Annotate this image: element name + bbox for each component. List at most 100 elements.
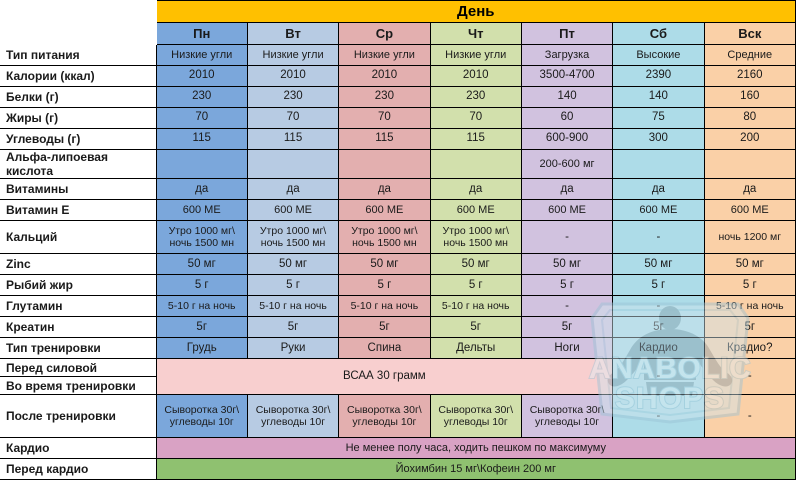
cell[interactable]: Сыворотка 30г\ углеводы 10г [246, 394, 340, 439]
cell[interactable]: 2010 [429, 65, 522, 87]
cell[interactable] [703, 148, 796, 180]
cell[interactable]: 5 г [338, 274, 431, 297]
cell[interactable] [155, 148, 248, 180]
cell[interactable]: 5 г [520, 274, 614, 297]
cell[interactable]: 50 мг [338, 253, 431, 276]
cell[interactable]: Утро 1000 мг\ ночь 1500 мн [338, 220, 431, 255]
cell[interactable]: 50 мг [703, 253, 796, 276]
bcaa-merged-cell[interactable]: ВСАА 30 грамм [155, 358, 614, 396]
day-header-sun[interactable]: Вск [703, 22, 796, 45]
cell[interactable]: 5г [703, 316, 796, 339]
cell[interactable]: 5г [429, 316, 522, 339]
cell[interactable]: Утро 1000 мг\ ночь 1500 мн [155, 220, 248, 255]
cardio-merged-cell[interactable]: Не менее полу часа, ходить пешком по мак… [155, 437, 796, 460]
cell[interactable]: Руки [246, 337, 340, 360]
cell[interactable]: да [703, 178, 796, 201]
cell[interactable]: Крадио? [703, 337, 796, 360]
cell[interactable]: - [612, 394, 705, 439]
cell[interactable]: 5 г [246, 274, 340, 297]
cell[interactable]: Низкие угли [429, 44, 522, 66]
cell[interactable]: 2010 [246, 65, 340, 87]
cell[interactable] [429, 148, 522, 180]
cell[interactable]: - [612, 220, 705, 255]
day-header-sat[interactable]: Сб [612, 22, 705, 45]
cell[interactable]: 600 МЕ [338, 199, 431, 222]
cell[interactable]: Сыворотка 30г\ углеводы 10г [429, 394, 522, 439]
pre-cardio-merged-cell[interactable]: Йохимбин 15 мг\Кофеин 200 мг [155, 458, 796, 480]
cell[interactable]: 5 г [155, 274, 248, 297]
cell[interactable]: да [155, 178, 248, 201]
cell[interactable]: Высокие [612, 44, 705, 66]
cell[interactable]: Низкие угли [246, 44, 340, 66]
cell[interactable]: Низкие угли [155, 44, 248, 66]
cell[interactable]: 230 [155, 86, 248, 108]
cell[interactable]: 600 МЕ [429, 199, 522, 222]
cell[interactable]: 140 [520, 86, 614, 108]
cell[interactable]: 160 [703, 86, 796, 108]
cell[interactable]: 5-10 г на ночь [703, 295, 796, 318]
cell[interactable]: 5-10 г на ночь [338, 295, 431, 318]
cell[interactable]: 115 [338, 128, 431, 150]
cell[interactable]: 2390 [612, 65, 705, 87]
cell[interactable]: - [612, 295, 705, 318]
cell[interactable]: 50 мг [520, 253, 614, 276]
cell[interactable]: 5г [155, 316, 248, 339]
cell[interactable]: Сыворотка 30г\ углеводы 10г [520, 394, 614, 439]
cell[interactable]: Сыворотка 30г\ углеводы 10г [155, 394, 248, 439]
cell[interactable]: 600 МЕ [703, 199, 796, 222]
cell[interactable]: 230 [429, 86, 522, 108]
cell[interactable]: да [338, 178, 431, 201]
cell[interactable]: 5г [246, 316, 340, 339]
cell[interactable]: Загрузка [520, 44, 614, 66]
cell[interactable]: 50 мг [246, 253, 340, 276]
cell[interactable]: 2160 [703, 65, 796, 87]
cell[interactable]: 230 [338, 86, 431, 108]
cell[interactable]: Сыворотка 30г\ углеводы 10г [338, 394, 431, 439]
day-header-thu[interactable]: Чт [429, 22, 522, 45]
cell[interactable]: Утро 1000 мг\ ночь 1500 мн [429, 220, 522, 255]
cell[interactable]: 230 [246, 86, 340, 108]
cell[interactable]: Дельты [429, 337, 522, 360]
cell[interactable]: - [520, 295, 614, 318]
cell[interactable]: 600 МЕ [246, 199, 340, 222]
cell[interactable] [246, 148, 340, 180]
cell[interactable]: 70 [429, 107, 522, 129]
cell[interactable]: 3500-4700 [520, 65, 614, 87]
cell[interactable]: 80 [703, 107, 796, 129]
cell[interactable]: 70 [246, 107, 340, 129]
cell[interactable] [338, 148, 431, 180]
cell[interactable]: 600 МЕ [520, 199, 614, 222]
cell[interactable]: - [703, 394, 796, 439]
cell[interactable]: 2010 [338, 65, 431, 87]
cell[interactable]: Ноги [520, 337, 614, 360]
cell[interactable]: 70 [338, 107, 431, 129]
day-header-mon[interactable]: Пн [155, 22, 248, 45]
cell[interactable]: 5 г [703, 274, 796, 297]
cell[interactable]: 60 [520, 107, 614, 129]
cell[interactable]: 5г [612, 316, 705, 339]
cell[interactable]: 70 [155, 107, 248, 129]
cell[interactable]: 600 МЕ [612, 199, 705, 222]
bcaa-sun-cell[interactable]: - [703, 358, 796, 396]
cell[interactable]: 50 мг [429, 253, 522, 276]
cell[interactable]: Низкие угли [338, 44, 431, 66]
cell[interactable]: 5-10 г на ночь [246, 295, 340, 318]
day-header-wed[interactable]: Ср [338, 22, 431, 45]
cell[interactable]: 5г [338, 316, 431, 339]
cell[interactable]: 50 мг [612, 253, 705, 276]
cell[interactable]: - [520, 220, 614, 255]
cell[interactable]: 5 г [429, 274, 522, 297]
cell[interactable]: Утро 1000 мг\ ночь 1500 мн [246, 220, 340, 255]
cell[interactable]: да [246, 178, 340, 201]
cell[interactable]: 5г [520, 316, 614, 339]
cell[interactable]: да [429, 178, 522, 201]
cell[interactable] [612, 148, 705, 180]
cell[interactable]: 600-900 [520, 128, 614, 150]
cell[interactable]: Кардио [612, 337, 705, 360]
cell[interactable]: Средние [703, 44, 796, 66]
cell[interactable]: 115 [429, 128, 522, 150]
cell[interactable]: Грудь [155, 337, 248, 360]
day-header-fri[interactable]: Пт [520, 22, 614, 45]
cell[interactable]: 5 г [612, 274, 705, 297]
cell[interactable]: да [612, 178, 705, 201]
